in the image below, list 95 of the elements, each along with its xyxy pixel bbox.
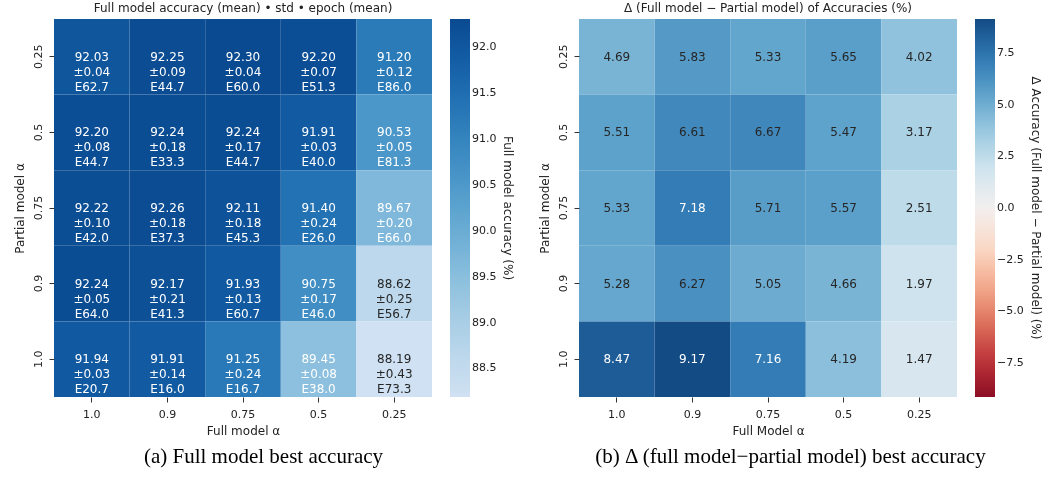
data-label: 91.93 ±0.13 E60.7 <box>224 276 262 321</box>
data-label: 91.20 ±0.12 E86.0 <box>375 49 413 94</box>
data-label: 4.19 <box>830 352 857 367</box>
data-label: 5.05 <box>754 276 782 291</box>
data-label: 91.25 ±0.24 E16.7 <box>224 352 262 397</box>
data-label: 88.62 ±0.25 E56.7 <box>375 276 413 321</box>
x-tick-label: 0.75 <box>755 407 781 421</box>
data-label: 92.25 ±0.09 E44.7 <box>149 49 186 94</box>
data-label: 91.91 ±0.03 E40.0 <box>300 125 337 170</box>
data-label: 5.28 <box>603 276 631 291</box>
y-axis-title: Partial model α <box>12 163 27 254</box>
y-tick-label: 0.25 <box>31 44 45 70</box>
data-label: 7.18 <box>679 201 706 215</box>
x-tick-label: 0.25 <box>381 407 407 421</box>
color-bar-label: −7.5 <box>997 355 1024 369</box>
data-label: 5.33 <box>754 49 782 64</box>
color-bar-label: 91.0 <box>472 131 497 145</box>
data-label: 2.51 <box>905 201 933 215</box>
color-bar-label: 89.5 <box>472 269 497 283</box>
y-axis-title: Partial model α <box>537 163 552 254</box>
data-label: 5.65 <box>830 49 857 64</box>
data-label: 92.17 ±0.21 E41.3 <box>149 276 186 321</box>
data-label: 92.20 ±0.07 E51.3 <box>300 49 337 94</box>
color-bar-label: −2.5 <box>997 252 1024 266</box>
data-label: 5.71 <box>754 201 782 215</box>
y-tick-label: 0.5 <box>556 123 570 142</box>
data-label: 5.47 <box>830 125 857 140</box>
y-tick-label: 0.25 <box>556 44 570 70</box>
x-tick-label: 0.9 <box>683 407 702 421</box>
data-label: 92.03 ±0.04 E62.7 <box>73 49 111 94</box>
data-label: 91.91 ±0.14 E16.0 <box>149 352 186 397</box>
data-label: 4.69 <box>603 49 631 64</box>
color-bar-label: 7.5 <box>997 46 1015 60</box>
data-label: 88.19 ±0.43 E73.3 <box>375 352 413 397</box>
text: (a) Full model best accuracy <box>143 444 384 469</box>
data-label: 91.94 ±0.03 E20.7 <box>73 352 111 397</box>
text: (b) Δ (full model−partial model) best accuracy <box>595 444 986 469</box>
data-label: 92.24 ±0.17 E44.7 <box>224 125 262 170</box>
data-label: 6.61 <box>679 125 706 140</box>
data-label: 91.40 ±0.24 E26.0 <box>300 201 337 245</box>
data-label: 7.16 <box>754 352 782 367</box>
data-label: 89.45 ±0.08 E38.0 <box>300 352 337 397</box>
x-tick-label: 1.0 <box>83 407 101 421</box>
y-tick-label: 0.75 <box>31 195 45 221</box>
y-tick-label: 0.9 <box>31 274 45 293</box>
data-label: 3.17 <box>905 125 933 140</box>
data-label: 5.57 <box>830 201 857 215</box>
data-label: 92.26 ±0.18 E37.3 <box>149 201 186 245</box>
y-tick-label: 0.5 <box>31 123 45 142</box>
data-label: 92.11 ±0.18 E45.3 <box>224 201 262 245</box>
data-label: 5.33 <box>603 201 631 215</box>
color-bar-title: Full model accuracy (%) <box>501 135 515 281</box>
color-bar-label: 5.0 <box>997 97 1015 111</box>
data-label: 6.27 <box>679 276 706 291</box>
color-bar-label: −5.0 <box>997 304 1024 318</box>
color-bar-label: 90.5 <box>472 177 497 191</box>
data-label: 9.17 <box>679 352 706 367</box>
x-tick-label: 0.75 <box>230 407 256 421</box>
color-bar-label: 89.0 <box>472 315 497 329</box>
x-tick-label: 0.5 <box>834 407 853 421</box>
y-tick-label: 0.75 <box>556 195 570 221</box>
data-label: 89.67 ±0.20 E66.0 <box>375 201 413 245</box>
y-tick-label: 0.9 <box>556 274 570 293</box>
data-label: 1.47 <box>905 352 933 367</box>
data-label: 92.24 ±0.18 E33.3 <box>149 125 186 170</box>
data-label: 8.47 <box>603 352 631 367</box>
data-label: 1.97 <box>905 276 933 291</box>
color-bar-label: 2.5 <box>997 149 1015 163</box>
data-label: 6.67 <box>754 125 782 140</box>
y-tick-label: 1.0 <box>31 350 45 368</box>
x-axis-title: Full Model α <box>732 423 805 438</box>
x-axis-title: Full model α <box>206 423 281 438</box>
data-label: 92.30 ±0.04 E60.0 <box>224 49 262 94</box>
data-label: 4.66 <box>830 276 857 291</box>
data-label: 92.24 ±0.05 E64.0 <box>73 276 111 321</box>
data-label: 90.53 ±0.05 E81.3 <box>375 125 413 170</box>
chart-title: Full model accuracy (mean) • std • epoch (mean) <box>93 1 393 15</box>
data-label: 92.22 ±0.10 E42.0 <box>73 201 111 245</box>
x-tick-label: 0.5 <box>309 407 328 421</box>
x-tick-label: 0.25 <box>906 407 932 421</box>
color-bar-label: 92.0 <box>472 39 497 53</box>
color-bar-label: 91.5 <box>472 85 497 99</box>
color-bar-label: 88.5 <box>472 361 497 375</box>
data-label: 90.75 ±0.17 E46.0 <box>300 276 337 321</box>
data-label: 5.83 <box>679 49 706 64</box>
color-bar-title: Δ Accuracy (Full model − Partial model) (%) <box>1029 76 1043 340</box>
data-label: 92.20 ±0.08 E44.7 <box>73 125 111 170</box>
data-label: 4.02 <box>905 49 933 64</box>
color-bar-label: 90.0 <box>472 223 497 237</box>
color-bar-label: 0.0 <box>997 201 1015 214</box>
chart-title: Δ (Full model − Partial model) of Accuracies (%) <box>623 1 913 15</box>
x-tick-label: 0.9 <box>158 407 177 421</box>
data-label: 5.51 <box>603 125 631 140</box>
x-tick-label: 1.0 <box>608 407 626 421</box>
y-tick-label: 1.0 <box>556 350 570 368</box>
